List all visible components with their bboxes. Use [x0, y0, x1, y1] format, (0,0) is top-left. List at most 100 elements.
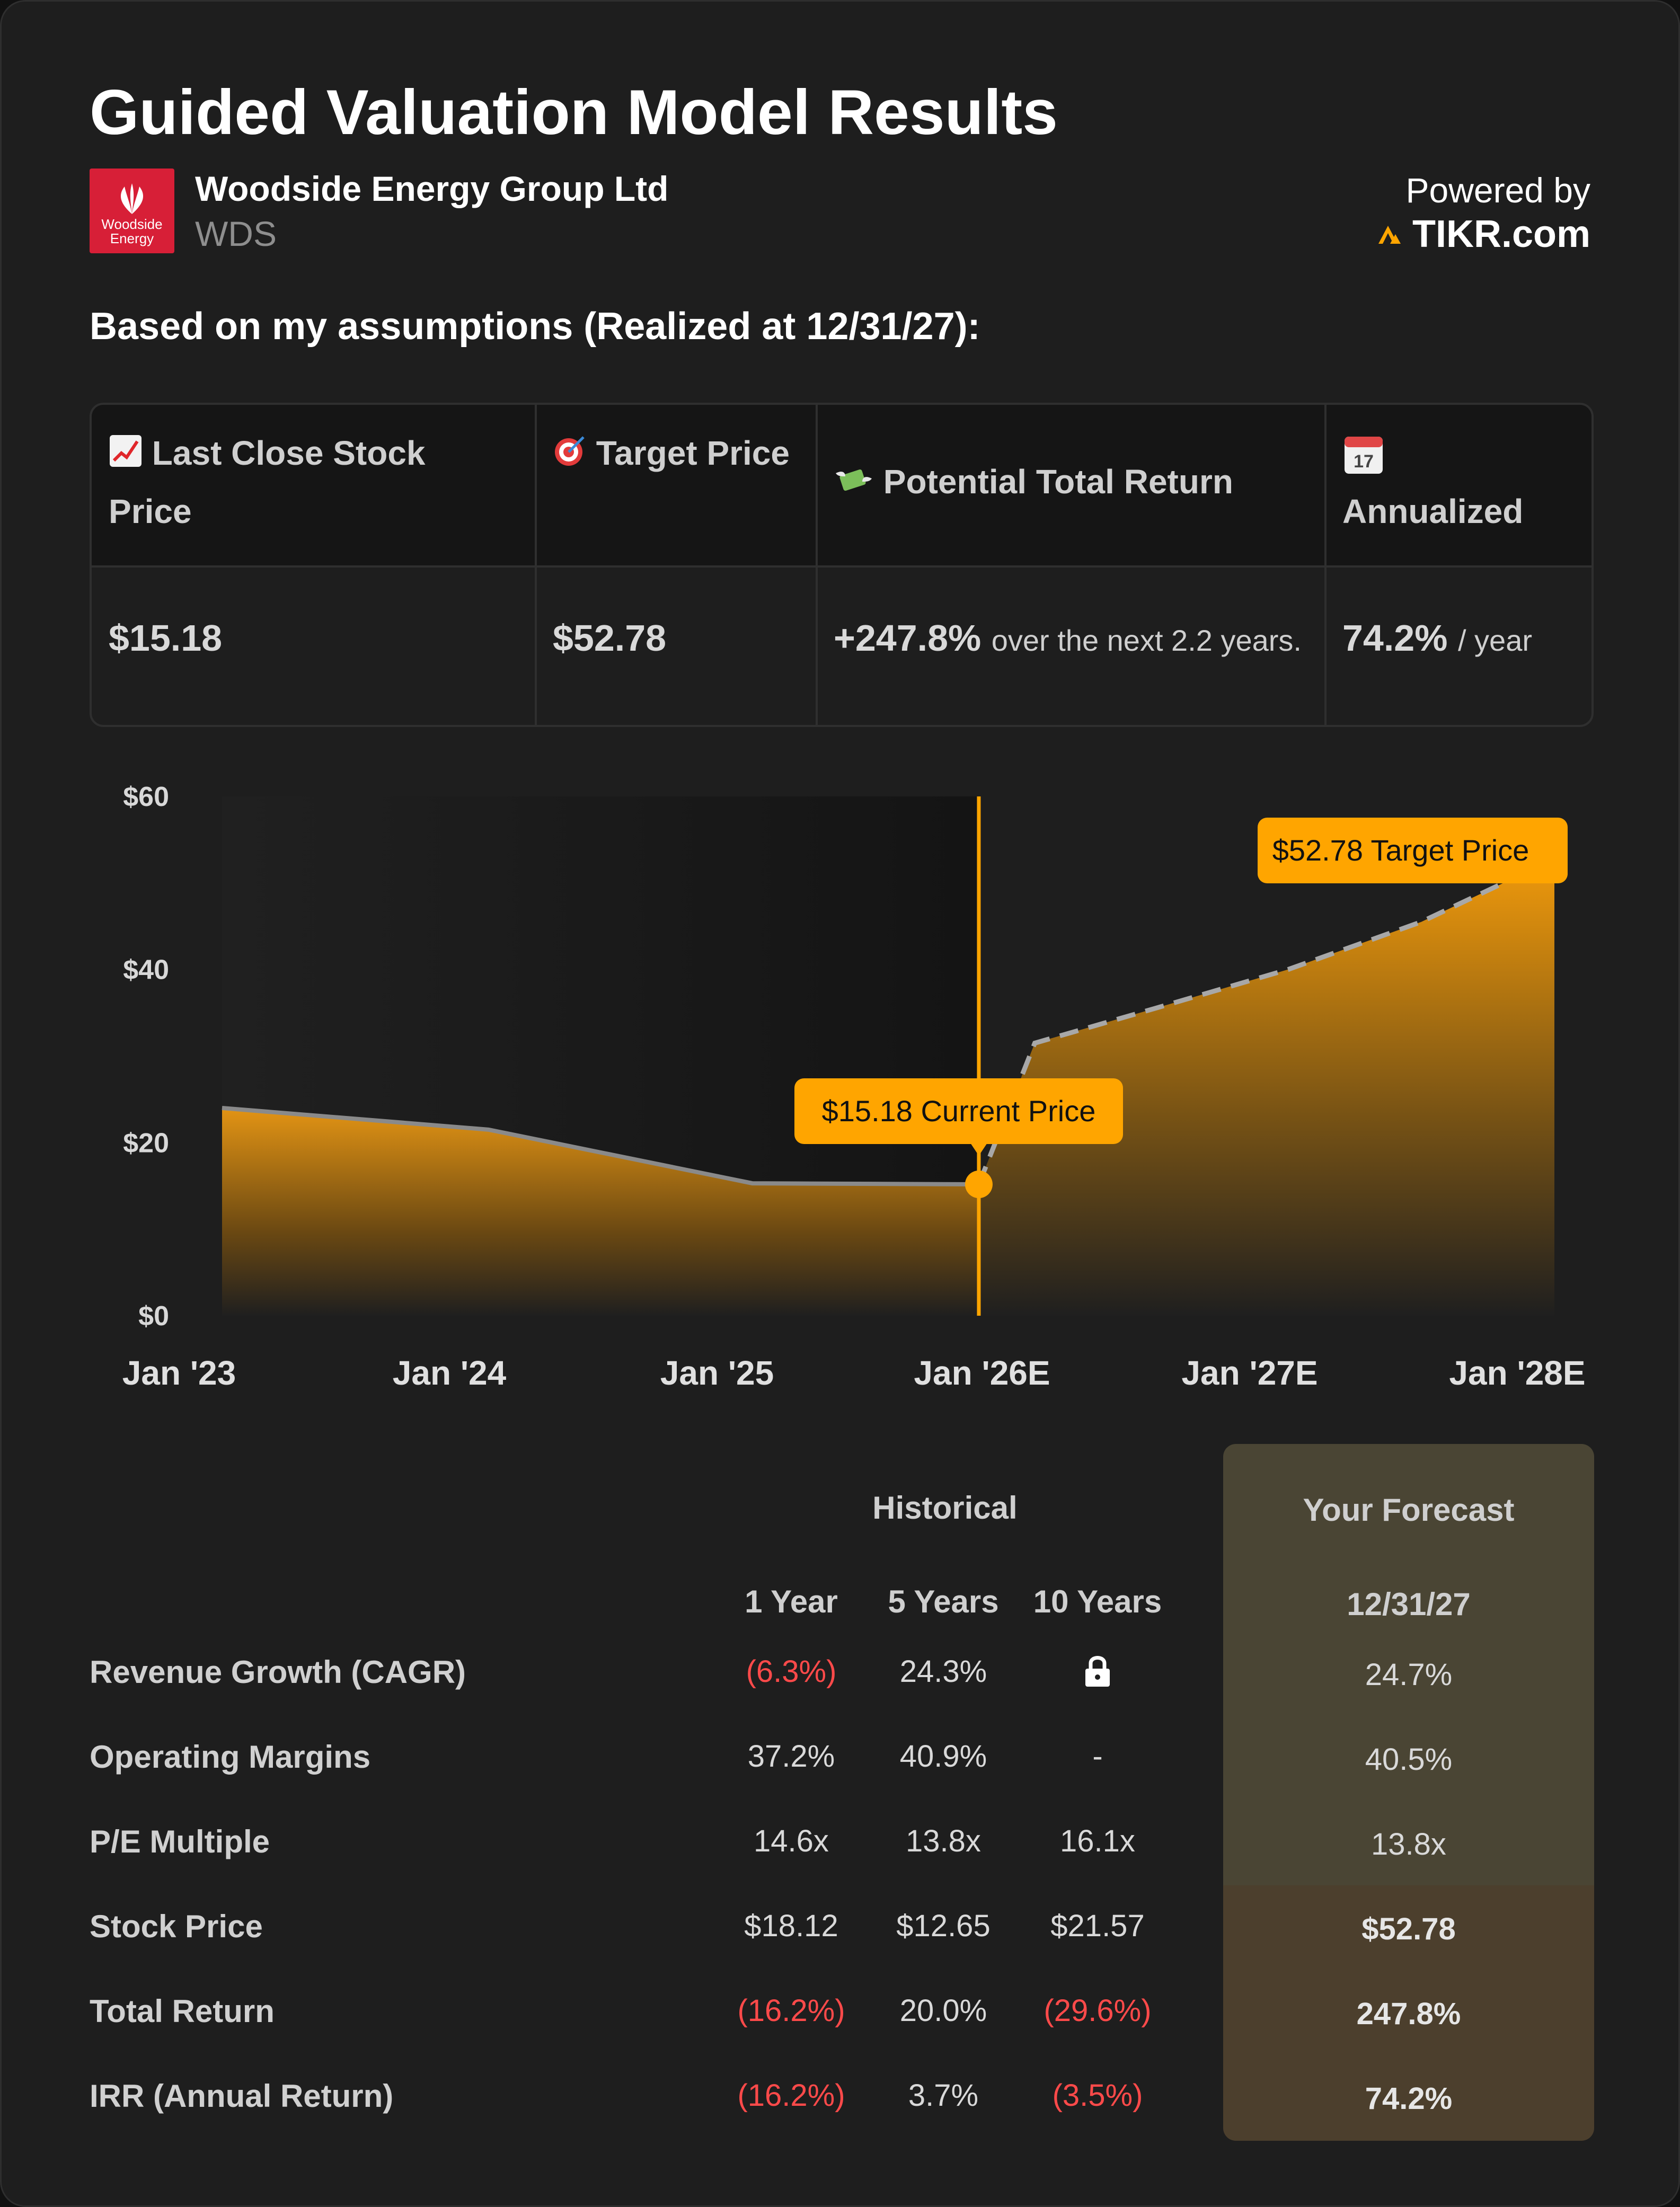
header-label: Last Close Stock Price — [109, 434, 426, 530]
total-return-value: +247.8% over the next 2.2 years. — [834, 617, 1302, 659]
y-tick-label: $40 — [123, 955, 169, 986]
company-logo: Woodside Energy — [90, 169, 174, 253]
target-icon — [553, 434, 596, 472]
forecast-panel-top — [1223, 1444, 1594, 1885]
target-price-value: $52.78 — [553, 617, 667, 659]
annualized-value: 74.2% / year — [1342, 617, 1532, 659]
x-tick-label: Jan '23 — [122, 1354, 236, 1392]
stock-price-10y: $21.57 — [1050, 1909, 1145, 1943]
money-wings-icon — [834, 463, 883, 501]
header-label: Annualized — [1342, 492, 1524, 530]
calendar-icon: 17 — [1342, 424, 1576, 482]
current-price-marker — [965, 1171, 993, 1199]
header-label: Potential Total Return — [883, 463, 1233, 501]
price-chart: $0 $20 $40 $60 Jan '23 Jan '24 Jan '25 Jan '26… — [2, 743, 1680, 1432]
metrics-header-row — [92, 405, 1591, 568]
revenue-growth-10y[interactable] — [1013, 1654, 1182, 1693]
svg-text:17: 17 — [1354, 451, 1374, 472]
total-return-percent: +247.8% — [834, 617, 982, 659]
col-10-years: 10 Years — [1033, 1584, 1162, 1619]
row-label-pe-multiple: P/E Multiple — [90, 1824, 270, 1859]
header-last-close: Last Close Stock Price — [109, 424, 511, 540]
stock-price-forecast: $52.78 — [1361, 1912, 1456, 1946]
pe-multiple-10y: 16.1x — [1060, 1824, 1135, 1858]
x-tick-label: Jan '26E — [914, 1354, 1050, 1392]
operating-margins-forecast: 40.5% — [1365, 1742, 1453, 1777]
y-tick-label: $60 — [123, 782, 169, 812]
annualized-percent: 74.2% — [1342, 617, 1448, 659]
stock-price-5y: $12.65 — [896, 1909, 991, 1943]
metrics-table: Last Close Stock Price Target Price — [90, 403, 1594, 727]
header-annualized: 17 Annualized — [1342, 424, 1576, 540]
forecast-panel — [1223, 1444, 1594, 2141]
current-price-callout-pointer — [970, 1143, 987, 1156]
revenue-growth-5y: 24.3% — [899, 1654, 987, 1689]
price-chart-svg: $0 $20 $40 $60 Jan '23 Jan '24 Jan '25 Jan '26… — [122, 782, 1586, 1392]
total-return-10y: (29.6%) — [1044, 1993, 1152, 2028]
chart-increasing-icon — [109, 434, 152, 472]
target-price-label: $52.78 Target Price — [1272, 834, 1529, 867]
revenue-growth-forecast: 24.7% — [1365, 1658, 1453, 1692]
y-tick-label: $0 — [138, 1301, 169, 1332]
row-label-revenue-growth: Revenue Growth (CAGR) — [90, 1654, 466, 1690]
revenue-growth-1y: (6.3%) — [746, 1654, 837, 1689]
row-label-total-return: Total Return — [90, 1993, 275, 2029]
annualized-unit: / year — [1457, 624, 1532, 657]
header-target-price: Target Price — [553, 424, 802, 482]
metrics-divider — [816, 405, 818, 725]
row-label-irr: IRR (Annual Return) — [90, 2078, 394, 2114]
brand-link[interactable]: TIKR.com — [1376, 212, 1590, 256]
forecast-header: Your Forecast — [1303, 1492, 1515, 1528]
metrics-divider — [535, 405, 537, 725]
operating-margins-1y: 37.2% — [747, 1739, 835, 1774]
row-label-operating-margins: Operating Margins — [90, 1739, 371, 1775]
operating-margins-10y: - — [1092, 1739, 1103, 1774]
ticker-symbol: WDS — [195, 214, 277, 253]
irr-forecast: 74.2% — [1365, 2081, 1453, 2116]
current-price-label: $15.18 Current Price — [822, 1094, 1096, 1128]
forecast-area — [978, 858, 1554, 1316]
x-tick-label: Jan '27E — [1181, 1354, 1318, 1392]
stock-price-1y: $18.12 — [744, 1909, 838, 1943]
assumptions-label: Based on my assumptions (Realized at 12/… — [90, 305, 980, 348]
irr-5y: 3.7% — [908, 2078, 979, 2113]
operating-margins-5y: 40.9% — [899, 1739, 987, 1774]
logo-text: Woodside Energy — [101, 216, 163, 246]
pe-multiple-5y: 13.8x — [906, 1824, 981, 1858]
target-price-callout — [1258, 818, 1568, 883]
x-tick-label: Jan '25 — [660, 1354, 774, 1392]
last-close-value: $15.18 — [109, 617, 223, 659]
powered-by-label: Powered by — [1405, 171, 1590, 210]
metrics-divider — [1324, 405, 1327, 725]
total-return-5y: 20.0% — [899, 1993, 987, 2028]
total-return-1y: (16.2%) — [737, 1993, 845, 2028]
col-5-years: 5 Years — [888, 1584, 999, 1619]
pe-multiple-forecast: 13.8x — [1371, 1827, 1446, 1862]
pe-multiple-1y: 14.6x — [754, 1824, 829, 1858]
brand-name: TIKR.com — [1412, 213, 1590, 255]
company-name: Woodside Energy Group Ltd — [195, 169, 669, 208]
historical-header: Historical — [872, 1490, 1018, 1526]
header-label: Target Price — [596, 434, 790, 472]
historical-line — [222, 1106, 979, 1187]
irr-1y: (16.2%) — [737, 2078, 845, 2113]
lock-icon[interactable] — [1083, 1654, 1112, 1689]
total-return-note: over the next 2.2 years. — [991, 624, 1302, 657]
header-total-return: Potential Total Return — [834, 453, 1311, 511]
woodside-leaf-icon — [120, 183, 144, 214]
total-return-forecast: 247.8% — [1356, 1997, 1461, 2031]
y-tick-label: $20 — [123, 1128, 169, 1158]
x-tick-label: Jan '24 — [393, 1354, 507, 1392]
current-price-callout — [794, 1078, 1123, 1144]
row-label-stock-price: Stock Price — [90, 1909, 263, 1944]
col-1-year: 1 Year — [745, 1584, 838, 1619]
historical-area — [222, 1108, 979, 1316]
irr-10y: (3.5%) — [1052, 2078, 1143, 2113]
page-title: Guided Valuation Model Results — [90, 77, 1058, 148]
forecast-panel-bottom — [1223, 1885, 1594, 2141]
x-tick-label: Jan '28E — [1449, 1354, 1585, 1392]
forecast-date: 12/31/27 — [1347, 1586, 1471, 1622]
forecast-line — [976, 856, 1555, 1185]
tikr-logo-icon — [1378, 226, 1401, 244]
